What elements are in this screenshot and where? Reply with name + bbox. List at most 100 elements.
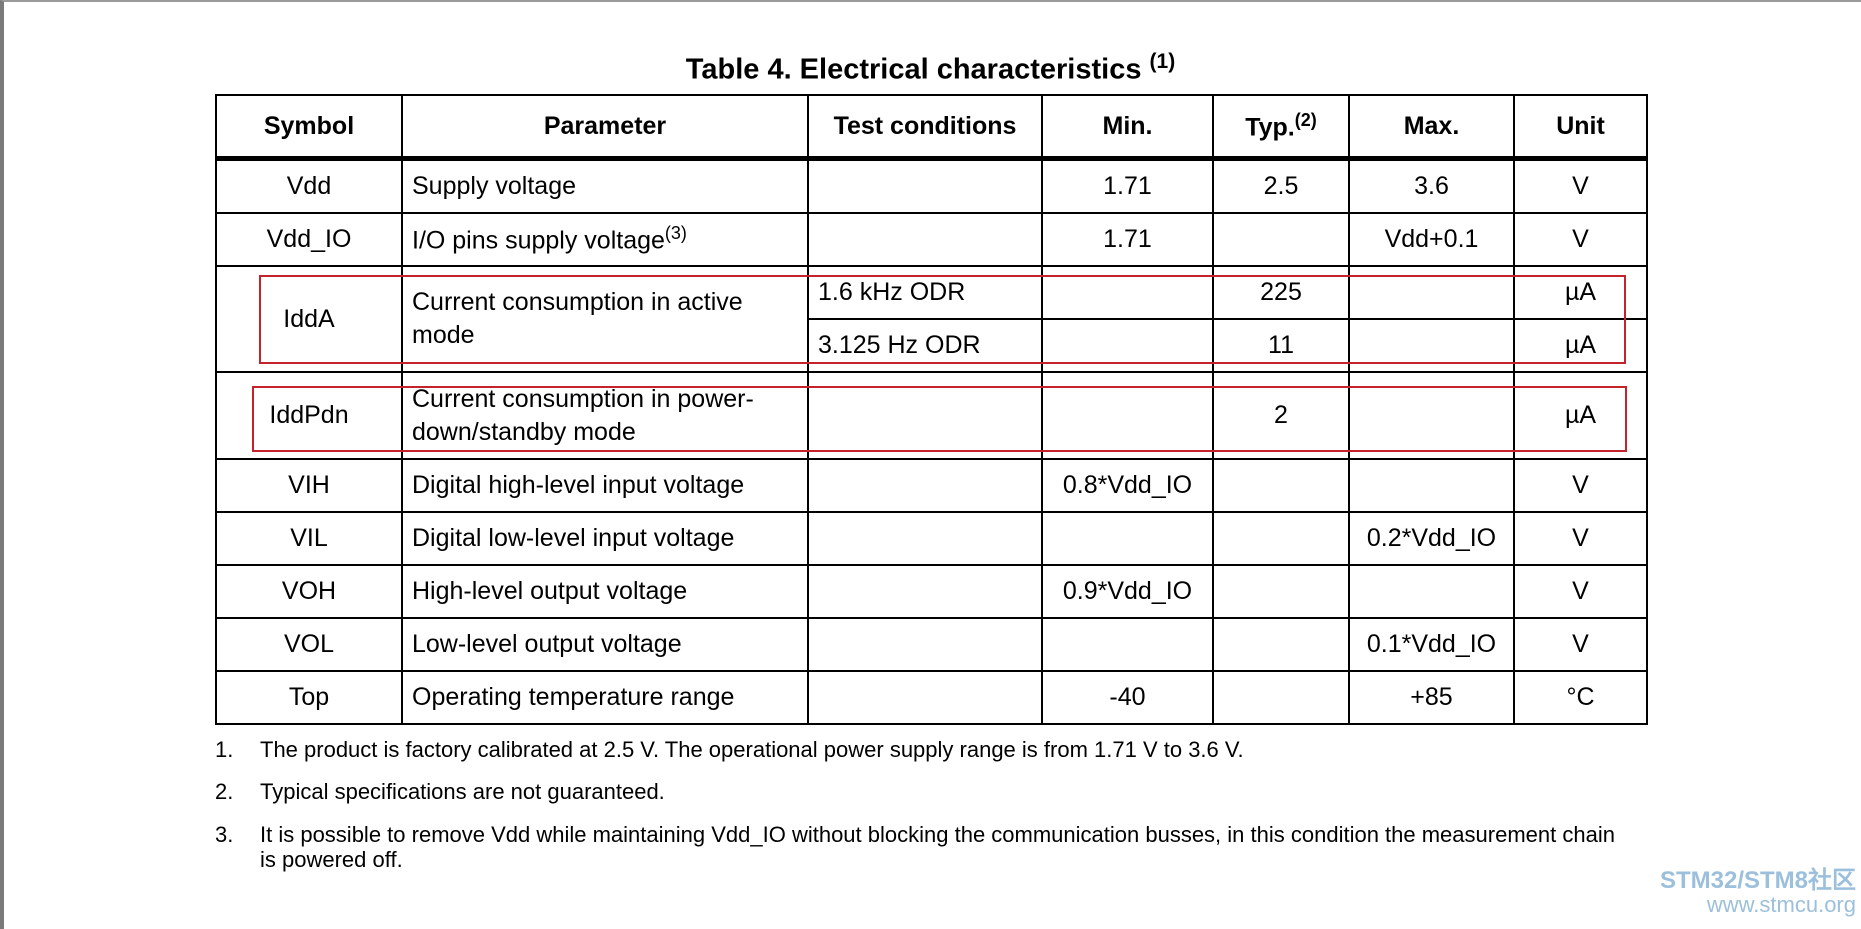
text: Symbol Parameter Test conditions Min. Typ.(… bbox=[215, 94, 1648, 725]
table-cell: 0.8*Vdd_IO bbox=[1041, 458, 1214, 513]
table-cell: 0.1*Vdd_IO bbox=[1348, 617, 1515, 672]
header-cell: Symbol bbox=[215, 94, 403, 161]
table-cell: 3.6 bbox=[1348, 157, 1515, 214]
table-cell: V bbox=[1513, 617, 1648, 672]
table-cell: Operating temperature range bbox=[401, 670, 809, 725]
table-cell: 1.71 bbox=[1041, 212, 1214, 267]
table-cell: Current consumption in active mode bbox=[401, 265, 809, 373]
table-cell: V bbox=[1513, 511, 1648, 566]
table-cell: IddA bbox=[215, 265, 403, 373]
table-cell: Top bbox=[215, 670, 403, 725]
text: Table 4. Electrical characteristics bbox=[685, 53, 1142, 86]
text: 2. bbox=[215, 779, 234, 804]
table-cell: VOH bbox=[215, 564, 403, 619]
text: STM32/STM8社区 bbox=[1659, 867, 1856, 894]
table-cell: VIH bbox=[215, 458, 403, 513]
table-cell: Current consumption in power-down/standb… bbox=[401, 371, 809, 460]
table-cell: 1.6 kHz ODR bbox=[807, 265, 1043, 320]
text: www.stmcu.org bbox=[1706, 892, 1856, 917]
table-cell: Vdd bbox=[215, 157, 403, 214]
watermark: STM32/STM8社区 www.stmcu.org bbox=[1600, 868, 1856, 916]
table-cell: IddPdn bbox=[215, 371, 403, 460]
table-row: VOL Low-level output voltage 0.1*Vdd_IO V bbox=[215, 617, 1648, 672]
table-cell: I/O pins supply voltage(3) bbox=[401, 212, 809, 267]
table-cell bbox=[1212, 458, 1350, 513]
header-cell: Max. bbox=[1348, 94, 1515, 161]
header-cell: Unit bbox=[1513, 94, 1648, 161]
table-cell bbox=[1212, 617, 1350, 672]
superscript: (3) bbox=[664, 223, 687, 244]
table-cell bbox=[807, 371, 1043, 460]
table-cell: Vdd_IO bbox=[215, 212, 403, 267]
table-cell bbox=[1348, 265, 1515, 320]
table-cell: Low-level output voltage bbox=[401, 617, 809, 672]
table-cell bbox=[1041, 617, 1214, 672]
table-row: VIH Digital high-level input voltage 0.8*V… bbox=[215, 458, 1648, 513]
table-cell: VOL bbox=[215, 617, 403, 672]
table-cell bbox=[807, 511, 1043, 566]
table-row: Vdd_IO I/O pins supply voltage(3) 1.71 Vdd+… bbox=[215, 212, 1648, 267]
table-cell: Digital high-level input voltage bbox=[401, 458, 809, 513]
table-cell: High-level output voltage bbox=[401, 564, 809, 619]
table-cell: Vdd+0.1 bbox=[1348, 212, 1515, 267]
table-cell bbox=[807, 212, 1043, 267]
table-row: IddA Current consumption in active mode 1.… bbox=[215, 265, 1648, 373]
table-cell: 0.9*Vdd_IO bbox=[1041, 564, 1214, 619]
table-row: IddPdn Current consumption in power-down/… bbox=[215, 371, 1648, 460]
table-cell: 0.2*Vdd_IO bbox=[1348, 511, 1515, 566]
table-cell: 2.5 bbox=[1212, 157, 1350, 214]
spec-table: Symbol Parameter Test conditions Min. Typ.(… bbox=[215, 94, 1648, 725]
header-cell: Min. bbox=[1041, 94, 1214, 161]
table-cell bbox=[1041, 511, 1214, 566]
table-cell: +85 bbox=[1348, 670, 1515, 725]
table-cell: Digital low-level input voltage bbox=[401, 511, 809, 566]
header-cell: Test conditions bbox=[807, 94, 1043, 161]
text: 3. bbox=[215, 822, 234, 847]
table-cell bbox=[1041, 265, 1214, 320]
table-cell: Supply voltage bbox=[401, 157, 809, 214]
table-cell bbox=[1212, 564, 1350, 619]
text: Typ. bbox=[1245, 113, 1295, 142]
table-cell bbox=[807, 157, 1043, 214]
table-row: Top Operating temperature range -40 +85 °C bbox=[215, 670, 1648, 725]
table-cell bbox=[807, 617, 1043, 672]
table-cell: V bbox=[1513, 564, 1648, 619]
table-title: Table 4. Electrical characteristics (1) bbox=[0, 50, 1861, 87]
table-cell: V bbox=[1513, 157, 1648, 214]
superscript: (2) bbox=[1294, 109, 1317, 130]
table-cell bbox=[1212, 212, 1350, 267]
table-cell: V bbox=[1513, 212, 1648, 267]
text: The product is factory calibrated at 2.5… bbox=[260, 737, 1244, 762]
text: Typical specifications are not guarantee… bbox=[260, 779, 665, 804]
table-cell: VIL bbox=[215, 511, 403, 566]
table-cell: 2 bbox=[1212, 371, 1350, 460]
table-cell: V bbox=[1513, 458, 1648, 513]
superscript: (1) bbox=[1149, 50, 1176, 73]
text: 1. bbox=[215, 737, 234, 762]
table-cell bbox=[1212, 670, 1350, 725]
highlight-box bbox=[259, 275, 1626, 364]
header-cell: Parameter bbox=[401, 94, 809, 161]
table-row: VOH High-level output voltage 0.9*Vdd_IO V bbox=[215, 564, 1648, 619]
table-cell bbox=[1348, 371, 1515, 460]
table-cell bbox=[807, 564, 1043, 619]
table-cell: °C bbox=[1513, 670, 1648, 725]
table-cell: 225 bbox=[1212, 265, 1350, 320]
table-row: VIL Digital low-level input voltage 0.2*Vd… bbox=[215, 511, 1648, 566]
table-cell bbox=[1041, 371, 1214, 460]
header-cell: Typ.(2) bbox=[1212, 94, 1350, 161]
table-cell bbox=[807, 670, 1043, 725]
table-cell bbox=[807, 458, 1043, 513]
table-cell bbox=[1212, 511, 1350, 566]
table-cell: -40 bbox=[1041, 670, 1214, 725]
table-cell bbox=[1348, 458, 1515, 513]
table-cell: 1.71 bbox=[1041, 157, 1214, 214]
header-row: Symbol Parameter Test conditions Min. Typ.(… bbox=[215, 94, 1648, 161]
highlight-box bbox=[252, 386, 1627, 452]
text: I/O pins supply voltage bbox=[412, 226, 665, 255]
table-row: Vdd Supply voltage 1.71 2.5 3.6 V bbox=[215, 157, 1648, 214]
table-cell bbox=[1348, 564, 1515, 619]
text: It is possible to remove Vdd while maint… bbox=[260, 822, 1615, 872]
